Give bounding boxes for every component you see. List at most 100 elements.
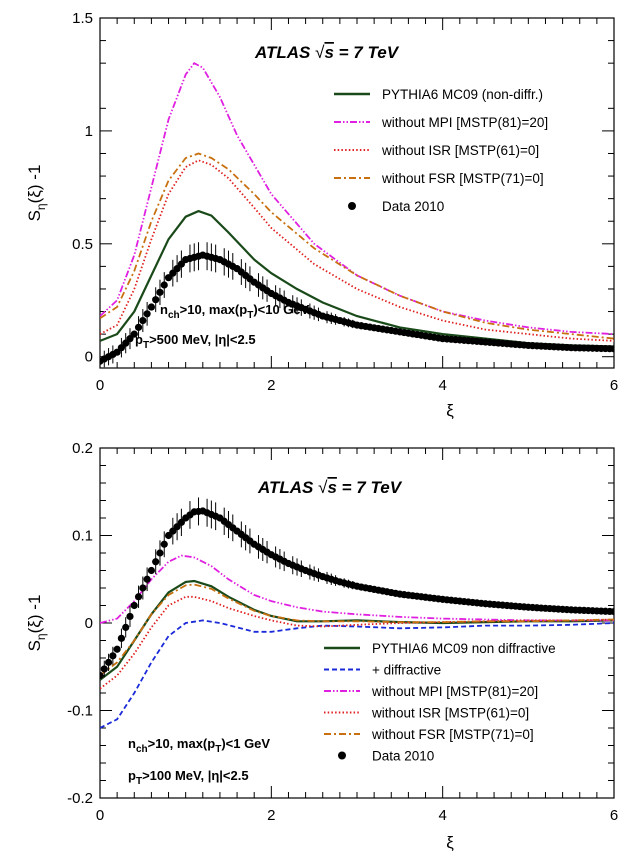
cut-text: p xyxy=(135,332,143,347)
data-point xyxy=(297,303,305,312)
title-energy: = 7 TeV xyxy=(337,478,403,497)
y-axis-label-sub: η xyxy=(34,633,48,640)
data-point xyxy=(113,645,121,653)
x-tick-label: 6 xyxy=(610,807,618,824)
x-tick-label: 2 xyxy=(267,807,275,824)
data-point xyxy=(563,606,571,614)
cut-sub: T xyxy=(136,776,142,787)
series-line xyxy=(100,209,614,348)
cut-text: n xyxy=(160,302,168,317)
x-tick-label: 0 xyxy=(96,377,104,394)
title-experiment: ATLAS xyxy=(257,478,318,497)
legend-label: Data 2010 xyxy=(372,749,434,764)
data-point xyxy=(130,330,138,338)
title-sqrt: √ xyxy=(318,478,328,497)
data-point xyxy=(212,512,220,520)
y-axis-label-sub: η xyxy=(34,203,48,210)
data-point xyxy=(246,537,254,545)
cut-sub: ch xyxy=(168,310,180,321)
data-point xyxy=(147,303,155,311)
data-point xyxy=(117,634,126,642)
data-point xyxy=(391,327,400,335)
data-point xyxy=(186,511,194,519)
data-point xyxy=(520,341,528,349)
data-point xyxy=(434,334,442,342)
data-point xyxy=(229,524,237,532)
legend-label: without FSR [MSTP(71)=0] xyxy=(371,727,534,742)
data-point xyxy=(100,671,104,680)
legend-label: PYTHIA6 MC09 (non-diffr.) xyxy=(382,87,543,102)
cut-text: >10, max(p xyxy=(148,736,216,751)
data-point xyxy=(194,507,203,516)
plot-area xyxy=(100,497,614,729)
series-line xyxy=(100,595,614,690)
legend-label: without ISR [MSTP(61)=0] xyxy=(381,143,539,158)
data-series-markers xyxy=(100,242,614,368)
y-tick-label: 1 xyxy=(85,123,93,140)
x-tick-label: 4 xyxy=(438,807,446,824)
cut-text: )<1 GeV xyxy=(221,736,270,751)
y-tick-label: 0.2 xyxy=(72,440,93,457)
data-point xyxy=(606,607,614,616)
series-line xyxy=(100,619,614,729)
x-tick-label: 0 xyxy=(96,807,104,824)
cut-label: nch>10, max(pT)<10 GeV xyxy=(160,302,310,321)
title-sqrt: √ xyxy=(315,43,325,62)
legend-marker xyxy=(348,202,356,210)
cut-text: >10, max(p xyxy=(180,302,248,317)
series-line xyxy=(100,159,614,342)
y-axis-label-base: S xyxy=(25,210,44,221)
data-point xyxy=(143,575,151,583)
data-point xyxy=(563,343,571,352)
plot-area xyxy=(100,62,614,368)
cut-text: >100 MeV, |η|<2.5 xyxy=(142,768,249,783)
series-line xyxy=(100,579,614,681)
cut-text: >500 MeV, |η|<2.5 xyxy=(149,332,256,347)
data-point xyxy=(194,252,203,260)
legend-label: without MPI [MSTP(81)=20] xyxy=(381,115,548,130)
cut-text: )<10 GeV xyxy=(253,302,309,317)
chart-panel-2: 0 2 4 6 -0.2 -0.1 0 0.1 0.2 ξ Sη(ξ) -1 ATLAS √s = 7… xyxy=(25,440,618,852)
data-point xyxy=(314,571,323,579)
data-point xyxy=(331,576,340,585)
data-point xyxy=(130,601,138,610)
data-point xyxy=(349,581,357,589)
data-point xyxy=(229,262,237,270)
y-tick-label: 0 xyxy=(85,349,93,366)
data-point xyxy=(314,310,323,318)
data-point xyxy=(160,540,168,548)
data-point xyxy=(134,593,143,601)
x-tick-label: 2 xyxy=(267,377,275,394)
cut-text: p xyxy=(128,768,136,783)
data-point xyxy=(331,315,340,324)
data-point xyxy=(177,260,185,268)
data-series-markers xyxy=(100,497,614,680)
data-point xyxy=(520,603,528,611)
cut-sub: T xyxy=(215,744,221,755)
y-axis-label-base: S xyxy=(25,640,44,651)
y-axis-label-rest: (ξ) -1 xyxy=(25,165,44,204)
data-point xyxy=(280,296,288,304)
legend-marker xyxy=(338,751,346,760)
data-point xyxy=(152,296,160,304)
series-line xyxy=(100,554,614,624)
y-tick-label: 0.5 xyxy=(72,236,93,253)
data-point xyxy=(263,287,271,295)
series-line xyxy=(100,583,614,677)
x-axis-label: ξ xyxy=(446,401,454,420)
data-point xyxy=(391,589,400,597)
data-point xyxy=(156,549,164,557)
legend-label: + diffractive xyxy=(372,663,441,678)
data-point xyxy=(477,599,485,607)
x-tick-label: 4 xyxy=(438,377,446,394)
title-energy: = 7 TeV xyxy=(334,43,400,62)
data-point xyxy=(109,652,117,660)
data-point xyxy=(212,254,220,263)
chart-title: ATLAS √s = 7 TeV xyxy=(254,43,400,62)
x-tick-label: 6 xyxy=(610,377,618,394)
data-point xyxy=(139,316,147,325)
data-point xyxy=(349,320,357,328)
y-axis-label: Sη(ξ) -1 xyxy=(25,595,48,652)
data-point xyxy=(104,658,113,666)
